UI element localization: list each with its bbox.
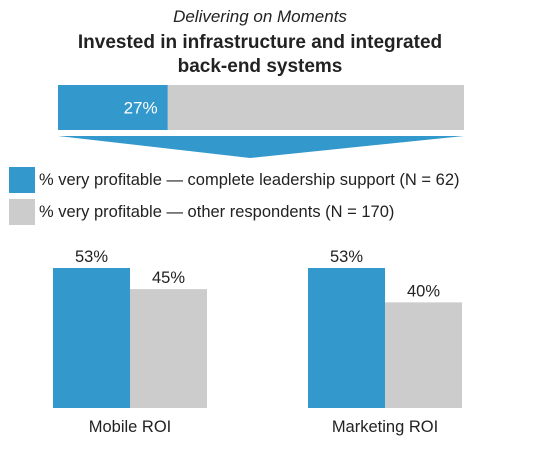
top-bar-fill: [58, 85, 168, 130]
chart-title-line-2: back-end systems: [177, 56, 343, 77]
bar-marketing-series-2: [385, 302, 462, 408]
legend-label-other: % very profitable — other respondents (N…: [39, 202, 395, 221]
top-progress-bar: 27%: [58, 85, 464, 130]
bar-mobile-series-1: [53, 268, 130, 408]
bar-value-label: 45%: [152, 269, 185, 287]
bar-value-label: 40%: [407, 282, 440, 300]
legend-swatch-leadership: [9, 167, 35, 193]
legend-swatch-other: [9, 199, 35, 225]
category-label: Mobile ROI: [89, 418, 172, 436]
bar-mobile-series-2: [130, 289, 207, 408]
chart-title: Invested in infrastructure and integrate…: [0, 31, 520, 79]
down-arrow: [58, 136, 464, 158]
chart-subtitle: Delivering on Moments: [173, 7, 347, 26]
legend-label-leadership: % very profitable — complete leadership …: [39, 170, 460, 189]
bar-value-label: 53%: [75, 248, 108, 266]
grouped-bar-chart: 53% 45% Mobile ROI 53% 40% Marketing ROI: [53, 248, 462, 436]
legend-item-leadership: % very profitable — complete leadership …: [9, 167, 460, 193]
legend-item-other: % very profitable — other respondents (N…: [9, 199, 394, 225]
bar-marketing-series-1: [308, 268, 385, 408]
bar-value-label: 53%: [330, 248, 363, 266]
category-label: Marketing ROI: [332, 418, 438, 436]
chart-title-line-1: Invested in infrastructure and integrate…: [77, 32, 443, 53]
top-bar-value-label: 27%: [124, 99, 158, 118]
